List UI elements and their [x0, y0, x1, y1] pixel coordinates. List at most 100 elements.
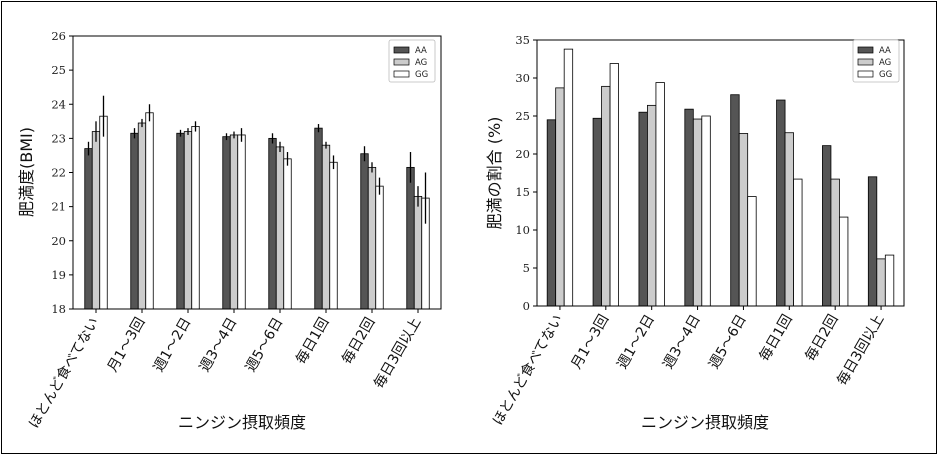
- legend: AA AG GG: [852, 39, 900, 83]
- y-tick-label: 0: [523, 299, 530, 313]
- bar-AA-5: [730, 94, 740, 307]
- bar-AG-1: [555, 87, 565, 307]
- x-tick-label: 毎日2回: [802, 312, 841, 364]
- bar-GG-1: [99, 115, 108, 310]
- bar-GG-1: [563, 48, 574, 307]
- bar-AG-8: [876, 258, 886, 307]
- legend-swatch-AA: [393, 46, 410, 54]
- legend-swatch-AG: [393, 58, 410, 66]
- bar-AG-7: [367, 166, 377, 310]
- y-tick-label: 10: [515, 223, 530, 237]
- y-tick-label: 30: [515, 71, 530, 85]
- bar-AG-7: [830, 178, 840, 307]
- y-tick-label: 23: [51, 131, 66, 145]
- bar-AG-5: [738, 133, 749, 307]
- y-tick-label: 18: [51, 302, 66, 316]
- x-tick-label: 月1～3回: [569, 312, 613, 372]
- bar-AA-1: [84, 148, 93, 310]
- x-tick-label: 週5～6日: [243, 315, 287, 375]
- x-tick-label: 週1～2日: [614, 312, 658, 372]
- bar-GG-3: [191, 126, 200, 310]
- legend-swatch-AA: [857, 46, 874, 54]
- bar-AA-6: [314, 127, 323, 310]
- bar-GG-3: [655, 82, 665, 307]
- legend-label-GG: GG: [415, 70, 428, 80]
- x-axis-title: ニンジン摂取頻度: [641, 413, 769, 432]
- bar-AA-5: [268, 137, 277, 310]
- bar-AG-5: [275, 146, 285, 310]
- chart-2: 0 5 10 15 20 25 30 35 ほとんど食べてない 月1～3回 週1～2日 週3～4日 週5…: [485, 33, 905, 432]
- y-tick-label: 15: [515, 185, 530, 199]
- bar-AA-2: [130, 132, 139, 310]
- bar-AA-3: [176, 132, 185, 310]
- x-tick-label: 毎日3回以上: [834, 312, 887, 388]
- x-tick-label: ほとんど食べてない: [25, 315, 102, 432]
- plot-frame: [536, 39, 905, 307]
- x-axis-title: ニンジン摂取頻度: [178, 413, 306, 432]
- legend-swatch-GG: [393, 70, 410, 78]
- x-tick-label: 週3～4日: [660, 312, 704, 372]
- legend-label-AG: AG: [415, 58, 427, 68]
- y-tick-label: 22: [51, 166, 66, 180]
- y-tick-label: 35: [515, 33, 530, 47]
- bar-AG-3: [183, 131, 193, 310]
- legend-label-AA: AA: [415, 46, 427, 56]
- x-tick-label: 週1～2日: [151, 315, 195, 375]
- legend-swatch-AG: [857, 58, 874, 66]
- bar-AA-4: [222, 136, 231, 310]
- y-tick-label: 26: [51, 29, 66, 43]
- x-tick-label: 週3～4日: [197, 315, 241, 375]
- bar-AA-7: [822, 145, 832, 307]
- x-tick-label: 毎日3回以上: [371, 315, 424, 391]
- legend: AA AG GG: [388, 39, 436, 83]
- y-tick-label: 25: [51, 63, 66, 77]
- bar-GG-7: [839, 216, 849, 307]
- bar-AG-3: [647, 104, 657, 307]
- bar-AG-8: [413, 195, 423, 310]
- bar-AA-2: [592, 117, 602, 307]
- y-axis-title: 肥満度(BMI): [17, 127, 36, 217]
- y-tick-label: 21: [51, 200, 66, 214]
- bar-AG-6: [321, 144, 331, 310]
- bar-AG-2: [137, 122, 147, 310]
- x-tick-label: 毎日1回: [293, 315, 332, 367]
- bar-GG-8: [884, 254, 895, 307]
- bar-AA-8: [406, 166, 415, 310]
- x-tick-label: 毎日2回: [339, 315, 378, 367]
- bar-GG-4: [237, 134, 246, 310]
- bar-AG-4: [229, 134, 239, 310]
- bar-AA-8: [867, 176, 878, 307]
- bar-AA-6: [776, 99, 786, 307]
- bar-AG-4: [692, 118, 703, 307]
- x-tick-label: ほとんど食べてない: [489, 312, 566, 429]
- legend-label-AG: AG: [879, 58, 891, 68]
- y-tick-label: 25: [515, 109, 530, 123]
- legend-swatch-GG: [857, 70, 874, 78]
- x-tick-label: 週5～6日: [706, 312, 750, 372]
- x-tick-label: 毎日1回: [756, 312, 795, 364]
- bar-AA-3: [638, 111, 648, 307]
- bar-AA-1: [546, 119, 557, 307]
- y-axis-title: 肥満の割合 (%): [485, 117, 504, 230]
- bar-GG-6: [793, 178, 803, 307]
- y-tick-label: 24: [51, 97, 66, 111]
- legend-label-AA: AA: [879, 46, 891, 56]
- y-tick-label: 5: [523, 261, 530, 275]
- y-tick-label: 19: [51, 268, 66, 282]
- bar-GG-7: [375, 185, 384, 310]
- bar-AA-7: [360, 153, 369, 310]
- plot-frame: [72, 35, 442, 310]
- x-tick-label: 月1～3回: [105, 315, 149, 375]
- y-tick-label: 20: [51, 234, 66, 248]
- bar-AG-6: [784, 132, 794, 307]
- legend-label-GG: GG: [879, 70, 892, 80]
- bar-GG-5: [283, 158, 292, 310]
- y-tick-label: 20: [515, 147, 530, 161]
- bar-AG-1: [91, 131, 101, 310]
- bar-GG-2: [145, 112, 154, 310]
- bar-GG-5: [747, 196, 757, 307]
- bar-AA-4: [684, 108, 694, 307]
- bar-GG-6: [329, 161, 338, 310]
- bar-GG-4: [701, 115, 711, 307]
